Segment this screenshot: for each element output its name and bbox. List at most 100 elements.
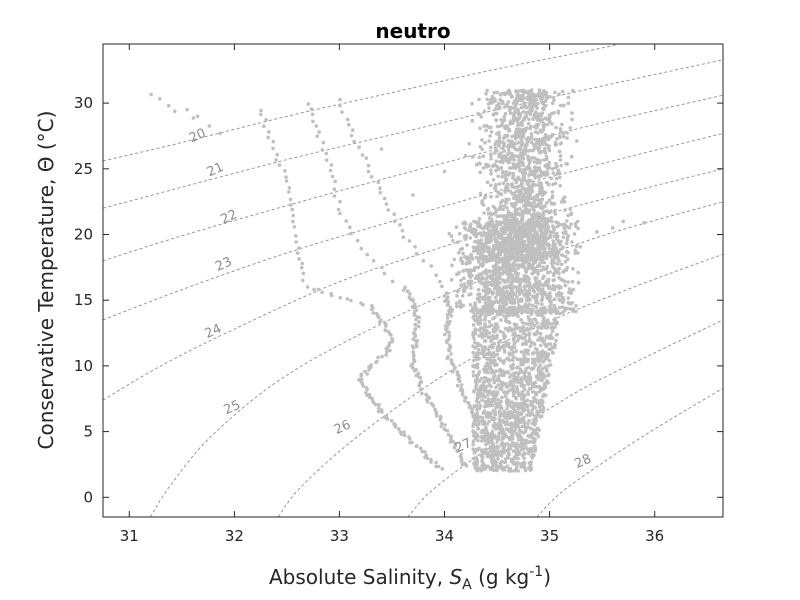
data-point	[539, 225, 543, 229]
data-point	[526, 136, 530, 140]
data-point	[556, 168, 561, 173]
data-point	[389, 333, 393, 337]
data-point	[492, 380, 497, 385]
data-point	[499, 166, 504, 170]
data-point	[519, 350, 524, 354]
data-point	[384, 353, 388, 357]
data-point	[493, 142, 497, 147]
data-point	[537, 88, 542, 92]
data-point	[464, 285, 469, 290]
data-point	[516, 365, 520, 370]
data-point	[449, 277, 454, 282]
data-point	[374, 360, 378, 365]
data-point	[534, 183, 538, 187]
data-point	[539, 171, 544, 175]
data-point	[482, 211, 486, 215]
data-point	[522, 265, 527, 270]
data-point	[447, 308, 451, 313]
contour-label-21: 21	[205, 160, 226, 180]
data-point	[514, 202, 518, 206]
data-point	[481, 288, 486, 293]
data-point	[506, 238, 511, 243]
data-point	[495, 220, 500, 225]
data-point	[530, 411, 535, 416]
data-point	[500, 435, 505, 440]
data-point	[491, 113, 496, 117]
data-point	[366, 169, 371, 174]
data-point	[476, 447, 480, 452]
data-point	[497, 136, 502, 141]
data-point	[522, 456, 526, 461]
data-point	[512, 469, 517, 473]
data-point	[471, 370, 476, 374]
data-point	[521, 161, 525, 166]
data-point	[446, 322, 451, 327]
data-point	[508, 241, 512, 246]
data-point	[482, 349, 486, 354]
data-point	[541, 318, 546, 323]
data-point	[514, 333, 518, 338]
data-point	[387, 341, 392, 345]
data-point	[536, 131, 540, 135]
data-point	[380, 410, 384, 414]
data-point	[503, 350, 507, 354]
data-point	[288, 197, 293, 202]
data-point	[522, 117, 527, 121]
data-point	[455, 370, 460, 374]
data-point	[527, 210, 531, 215]
data-point	[513, 444, 517, 448]
data-point	[477, 155, 482, 160]
data-point	[340, 110, 344, 114]
data-point	[549, 231, 553, 236]
data-point	[443, 299, 447, 304]
data-point	[483, 141, 487, 145]
data-point	[529, 216, 534, 221]
data-point	[550, 336, 555, 340]
data-point	[310, 112, 315, 117]
data-point	[519, 376, 524, 380]
data-point	[547, 198, 552, 202]
data-point	[361, 384, 366, 388]
data-point	[382, 196, 387, 201]
data-point	[496, 311, 501, 316]
data-point	[483, 323, 488, 328]
data-point	[493, 107, 498, 111]
data-point	[509, 405, 514, 409]
data-point	[543, 133, 548, 137]
data-point	[566, 213, 570, 218]
data-point	[370, 307, 374, 312]
data-point	[563, 260, 568, 264]
data-point	[523, 335, 527, 340]
data-point	[332, 194, 337, 198]
data-point	[537, 404, 542, 409]
data-point	[533, 175, 538, 179]
data-point	[465, 260, 469, 264]
data-point	[536, 357, 540, 362]
data-point	[535, 270, 540, 274]
data-point	[365, 393, 369, 398]
data-point	[471, 309, 476, 313]
data-point	[496, 142, 501, 147]
data-point	[494, 309, 499, 314]
data-point	[482, 281, 486, 285]
data-point	[332, 187, 337, 191]
data-point	[494, 163, 498, 168]
data-point	[536, 411, 540, 416]
data-point	[527, 117, 531, 122]
data-point	[555, 137, 559, 141]
data-point	[413, 245, 417, 249]
data-point	[382, 271, 387, 276]
data-point	[530, 189, 535, 194]
data-point	[521, 370, 526, 375]
data-point	[510, 436, 515, 441]
data-point	[467, 292, 471, 297]
data-point	[546, 280, 551, 285]
data-point	[425, 400, 430, 404]
y-tick-label: 30	[74, 94, 93, 112]
data-point	[544, 95, 549, 100]
data-point	[539, 291, 544, 296]
data-point	[560, 89, 565, 94]
data-point	[539, 234, 543, 238]
data-point	[487, 216, 492, 220]
data-point	[525, 274, 529, 279]
